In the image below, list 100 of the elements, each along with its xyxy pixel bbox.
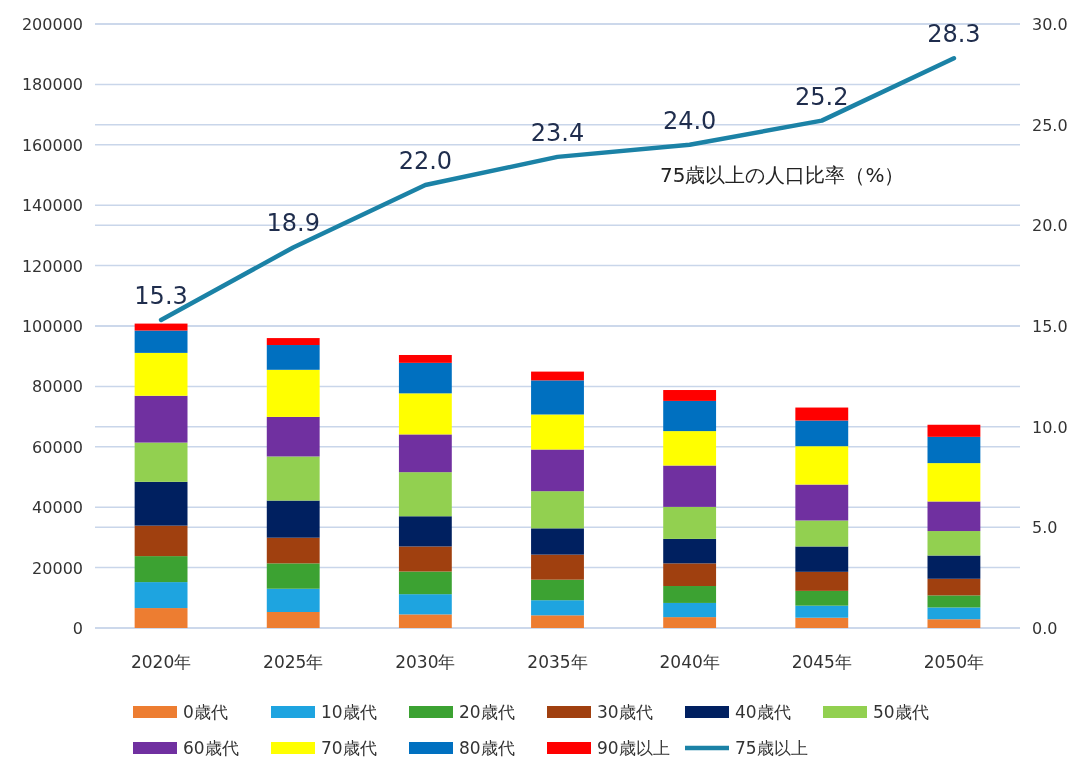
y-tick-label: 20000 <box>32 558 83 578</box>
bar <box>398 571 452 595</box>
bar <box>398 516 452 547</box>
bar <box>531 491 584 529</box>
y-tick-label: 140000 <box>21 196 83 216</box>
x-tick-label: 2025年 <box>263 652 324 672</box>
x-tick-label: 2035年 <box>527 652 588 672</box>
bar <box>663 465 717 507</box>
bar <box>795 571 849 591</box>
legend-label: 90歳以上 <box>597 738 670 758</box>
legend-label: 20歳代 <box>459 702 515 722</box>
bar <box>398 472 452 517</box>
bar <box>927 501 981 532</box>
bar <box>927 555 981 579</box>
y2-tick-label: 10.0 <box>1032 417 1068 437</box>
bar <box>134 442 188 482</box>
bar <box>134 323 188 331</box>
x-tick-label: 2045年 <box>791 652 852 672</box>
bar <box>795 605 849 618</box>
bar <box>795 590 849 606</box>
y2-tick-label: 0.0 <box>1032 619 1058 638</box>
bar <box>531 528 584 555</box>
y2-tick-label: 25.0 <box>1032 115 1068 135</box>
annotation: 75歳以上の人口比率（%） <box>660 163 905 187</box>
bar <box>266 611 320 628</box>
bar <box>663 617 717 628</box>
data-label: 15.3 <box>134 281 188 310</box>
bar <box>266 500 320 538</box>
bar <box>134 395 188 443</box>
bar <box>795 617 849 628</box>
bar <box>134 556 188 583</box>
bar <box>927 578 981 596</box>
bar <box>663 563 717 587</box>
bar <box>927 595 981 608</box>
bar <box>795 407 849 421</box>
bar <box>134 525 188 557</box>
x-tick-label: 2040年 <box>659 652 720 672</box>
y-tick-label: 200000 <box>21 15 83 34</box>
bar <box>927 531 981 556</box>
legend-label: 0歳代 <box>183 702 228 722</box>
bar <box>663 400 717 432</box>
y-tick-label: 120000 <box>21 256 83 276</box>
y2-tick-label: 5.0 <box>1032 518 1058 538</box>
bar <box>398 594 452 615</box>
bar <box>398 434 452 473</box>
legend-label: 10歳代 <box>321 702 377 722</box>
legend-label: 30歳代 <box>597 702 653 722</box>
bar <box>398 354 452 363</box>
data-label: 25.2 <box>795 82 849 111</box>
y-tick-label: 80000 <box>32 377 83 397</box>
legend-label: 80歳代 <box>459 738 515 758</box>
bar <box>134 330 188 353</box>
legend-label: 70歳代 <box>321 738 377 758</box>
bar <box>266 345 320 370</box>
y-tick-label: 60000 <box>32 437 83 457</box>
data-label: 18.9 <box>266 209 320 238</box>
bar <box>134 352 188 396</box>
bar <box>266 456 320 501</box>
data-label: 22.0 <box>398 147 453 176</box>
bar <box>795 420 849 447</box>
y-tick-label: 100000 <box>21 317 83 336</box>
y-tick-label: 40000 <box>32 498 83 518</box>
y2-tick-label: 15.0 <box>1032 317 1068 336</box>
y-tick-label: 0 <box>72 619 83 638</box>
bar <box>531 414 584 450</box>
legend-label: 40歳代 <box>735 702 791 722</box>
bar <box>266 588 320 612</box>
bar <box>134 582 188 609</box>
bar <box>134 481 188 526</box>
bar <box>531 371 584 381</box>
bar <box>398 362 452 394</box>
bar <box>531 600 584 616</box>
data-label: 28.3 <box>927 20 981 49</box>
bar <box>398 614 452 628</box>
bar <box>266 563 320 589</box>
legend-label: 60歳代 <box>183 738 239 758</box>
bar <box>663 506 717 539</box>
bar <box>531 579 584 601</box>
bar <box>927 436 981 464</box>
bar <box>531 554 584 580</box>
bar <box>663 586 717 603</box>
bar <box>927 424 981 437</box>
bar <box>398 546 452 572</box>
bar <box>795 520 849 547</box>
bar <box>795 446 849 485</box>
bar <box>134 608 188 628</box>
bar <box>927 619 981 628</box>
bar <box>927 607 981 620</box>
data-label: 23.4 <box>530 118 585 147</box>
x-tick-label: 2050年 <box>923 652 985 672</box>
bar <box>795 546 849 572</box>
bar <box>266 416 320 457</box>
y-tick-label: 180000 <box>21 75 83 95</box>
bar <box>266 537 320 564</box>
x-tick-label: 2020年 <box>130 652 192 672</box>
x-tick-label: 2030年 <box>395 652 456 672</box>
bar <box>266 369 320 417</box>
legend-label: 75歳以上 <box>735 738 808 758</box>
bar <box>663 431 717 466</box>
y2-tick-label: 30.0 <box>1032 15 1068 34</box>
